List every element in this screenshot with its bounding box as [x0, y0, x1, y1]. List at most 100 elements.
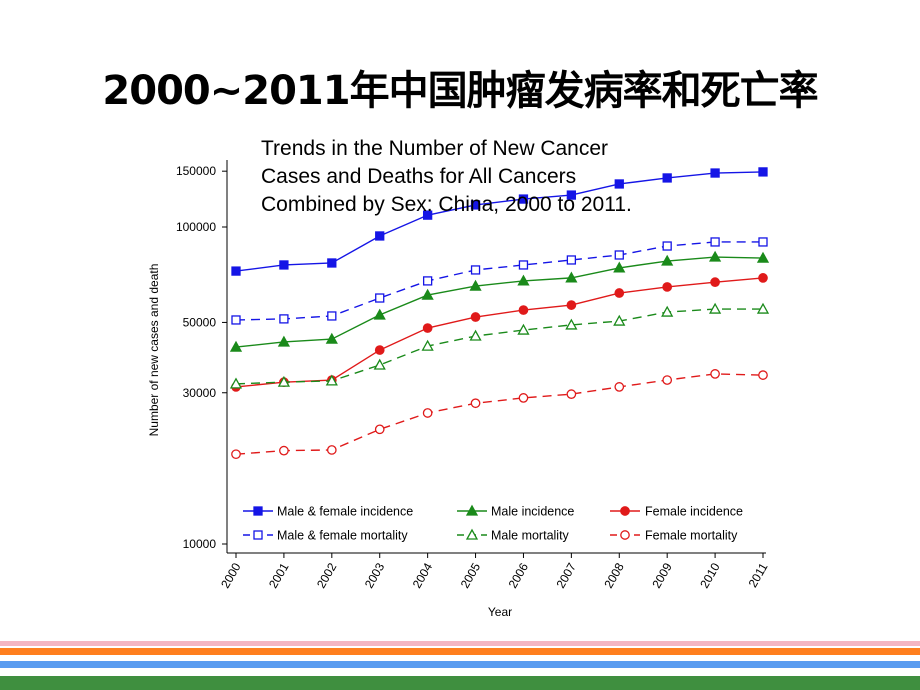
data-point [620, 530, 630, 540]
slide-title: 2000~2011年中国肿瘤发病率和死亡率 [102, 68, 818, 114]
data-point [375, 293, 385, 303]
data-point [620, 506, 630, 516]
data-point [229, 340, 243, 352]
data-point [422, 323, 433, 333]
series-line [235, 308, 763, 385]
data-point [566, 190, 577, 200]
data-point [229, 377, 243, 389]
data-point [469, 279, 482, 291]
series-line [235, 171, 764, 272]
data-point [758, 273, 768, 283]
data-point [279, 314, 289, 324]
data-point [469, 329, 482, 341]
x-tick-label: 2002 [314, 560, 340, 590]
series-line [235, 277, 764, 388]
data-point [756, 251, 770, 263]
data-point [565, 271, 578, 283]
data-point [662, 375, 673, 385]
data-point [614, 179, 624, 189]
data-point [518, 305, 529, 315]
x-tick-label: 2003 [362, 560, 388, 590]
data-point [518, 194, 529, 204]
data-point [422, 408, 433, 418]
data-point [566, 255, 577, 265]
legend-label: Female mortality [645, 529, 738, 543]
y-tick-label: 150000 [176, 164, 216, 178]
y-tick-label: 10000 [183, 537, 217, 551]
decor-stripe-green [0, 676, 920, 690]
data-point [231, 315, 241, 325]
data-point [710, 277, 720, 287]
data-point [465, 504, 479, 516]
data-point [253, 530, 263, 540]
data-point [325, 374, 338, 386]
data-point [253, 506, 263, 516]
data-point [614, 250, 624, 260]
series-female-mortality [231, 369, 768, 460]
legend-label: Male mortality [491, 529, 570, 543]
x-tick-label: 2009 [649, 560, 675, 590]
data-point [231, 266, 241, 276]
data-point [373, 308, 386, 320]
data-point [613, 314, 626, 326]
data-point [518, 393, 529, 403]
data-point [326, 445, 337, 455]
legend-item: Male & female mortality [243, 529, 408, 543]
legend-item: Female mortality [610, 529, 738, 543]
data-point [614, 288, 625, 298]
data-point [565, 318, 578, 330]
x-tick-label: 2004 [410, 560, 436, 590]
data-point [518, 260, 529, 270]
data-point [374, 345, 385, 355]
data-point [662, 282, 673, 292]
decor-stripe-orange [0, 648, 920, 655]
x-tick-label: 2007 [553, 560, 579, 590]
data-point [756, 302, 770, 314]
data-point [231, 449, 241, 460]
data-point [710, 237, 720, 247]
data-point [421, 339, 434, 351]
legend-label: Male & female mortality [277, 529, 408, 543]
series-male-female-incidence [231, 167, 768, 276]
series-line [235, 373, 764, 455]
data-point [758, 167, 768, 177]
x-tick-label: 2011 [746, 560, 771, 590]
y-tick-label: 100000 [176, 220, 216, 234]
legend-item: Male & female incidence [243, 505, 413, 519]
legend-label: Male incidence [491, 505, 574, 519]
data-point [277, 335, 291, 347]
data-point [758, 237, 768, 247]
data-point [470, 312, 481, 322]
data-point [613, 261, 626, 273]
data-point [327, 311, 337, 321]
decor-stripe-pink [0, 641, 920, 646]
series-line [235, 241, 763, 321]
series-line [235, 256, 764, 348]
y-tick-label: 50000 [183, 315, 217, 329]
data-point [566, 389, 577, 399]
decor-stripe-blue [0, 661, 920, 668]
data-point [710, 168, 720, 178]
data-point [279, 260, 289, 270]
data-point [661, 305, 674, 317]
x-tick-label: 2010 [697, 560, 723, 590]
data-point [662, 173, 672, 183]
data-point [661, 254, 674, 266]
data-point [325, 332, 338, 344]
data-point [470, 200, 481, 210]
x-tick-label: 2005 [458, 560, 484, 590]
data-point [758, 370, 768, 380]
y-axis-label: Number of new cases and death [147, 264, 161, 437]
x-tick-label: 2001 [266, 560, 292, 590]
data-point [422, 276, 433, 286]
data-point [375, 231, 385, 241]
data-point [708, 302, 722, 314]
data-point [327, 258, 337, 268]
legend-label: Female incidence [645, 505, 743, 519]
series-male-female-mortality [231, 237, 768, 325]
data-point [277, 375, 291, 387]
legend-item: Male incidence [457, 505, 574, 519]
data-point [566, 300, 577, 310]
